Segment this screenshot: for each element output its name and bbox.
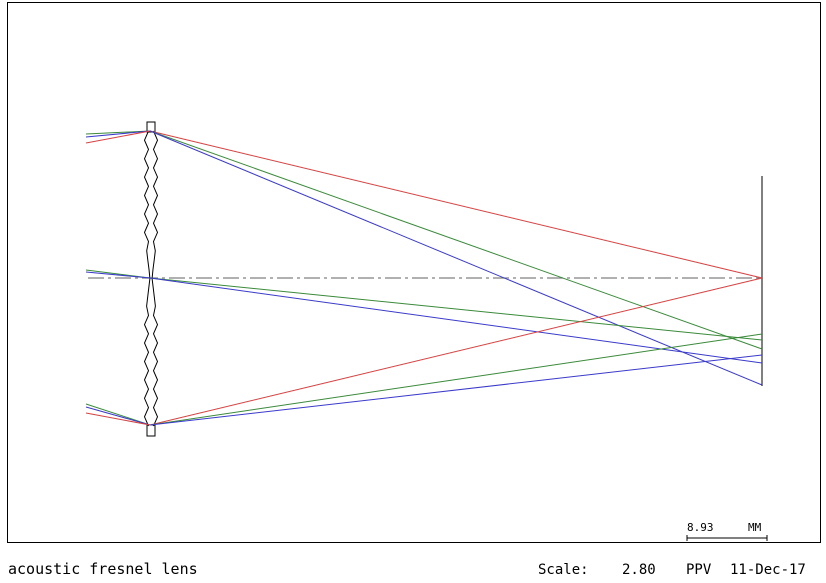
- ray-bot-red-out: [149, 277, 763, 426]
- scale-value: 2.80: [622, 562, 656, 578]
- ray-bot-green-out: [149, 333, 763, 426]
- ray-mid-green-out: [149, 277, 763, 341]
- drawing-title: acoustic fresnel lens: [8, 560, 198, 578]
- ray-top-green-out: [149, 130, 763, 350]
- ray-bot-red-in: [85, 412, 151, 426]
- ray-mid-blue-in: [85, 271, 151, 279]
- ray-top-blue-out: [149, 130, 763, 386]
- ray-top-red-out: [149, 130, 763, 279]
- lens-top-tab: [146, 121, 156, 133]
- scale-label: Scale:: [538, 562, 589, 578]
- ray-top-red-in: [85, 130, 151, 144]
- ppv-label: PPV: [686, 562, 712, 578]
- ray-bot-blue-in: [85, 406, 151, 426]
- ray-bot-blue-out: [149, 354, 763, 426]
- plot-frame: [7, 2, 821, 543]
- scale-bar-value: 8.93: [687, 521, 714, 534]
- drawing-date: 11-Dec-17: [730, 562, 806, 578]
- lens-left-surface: [143, 130, 151, 427]
- ray-mid-blue-out: [149, 277, 763, 364]
- ray-top-blue-in: [85, 130, 151, 138]
- scale-bar-unit: MM: [748, 521, 762, 534]
- lens-bottom-tab: [146, 424, 156, 437]
